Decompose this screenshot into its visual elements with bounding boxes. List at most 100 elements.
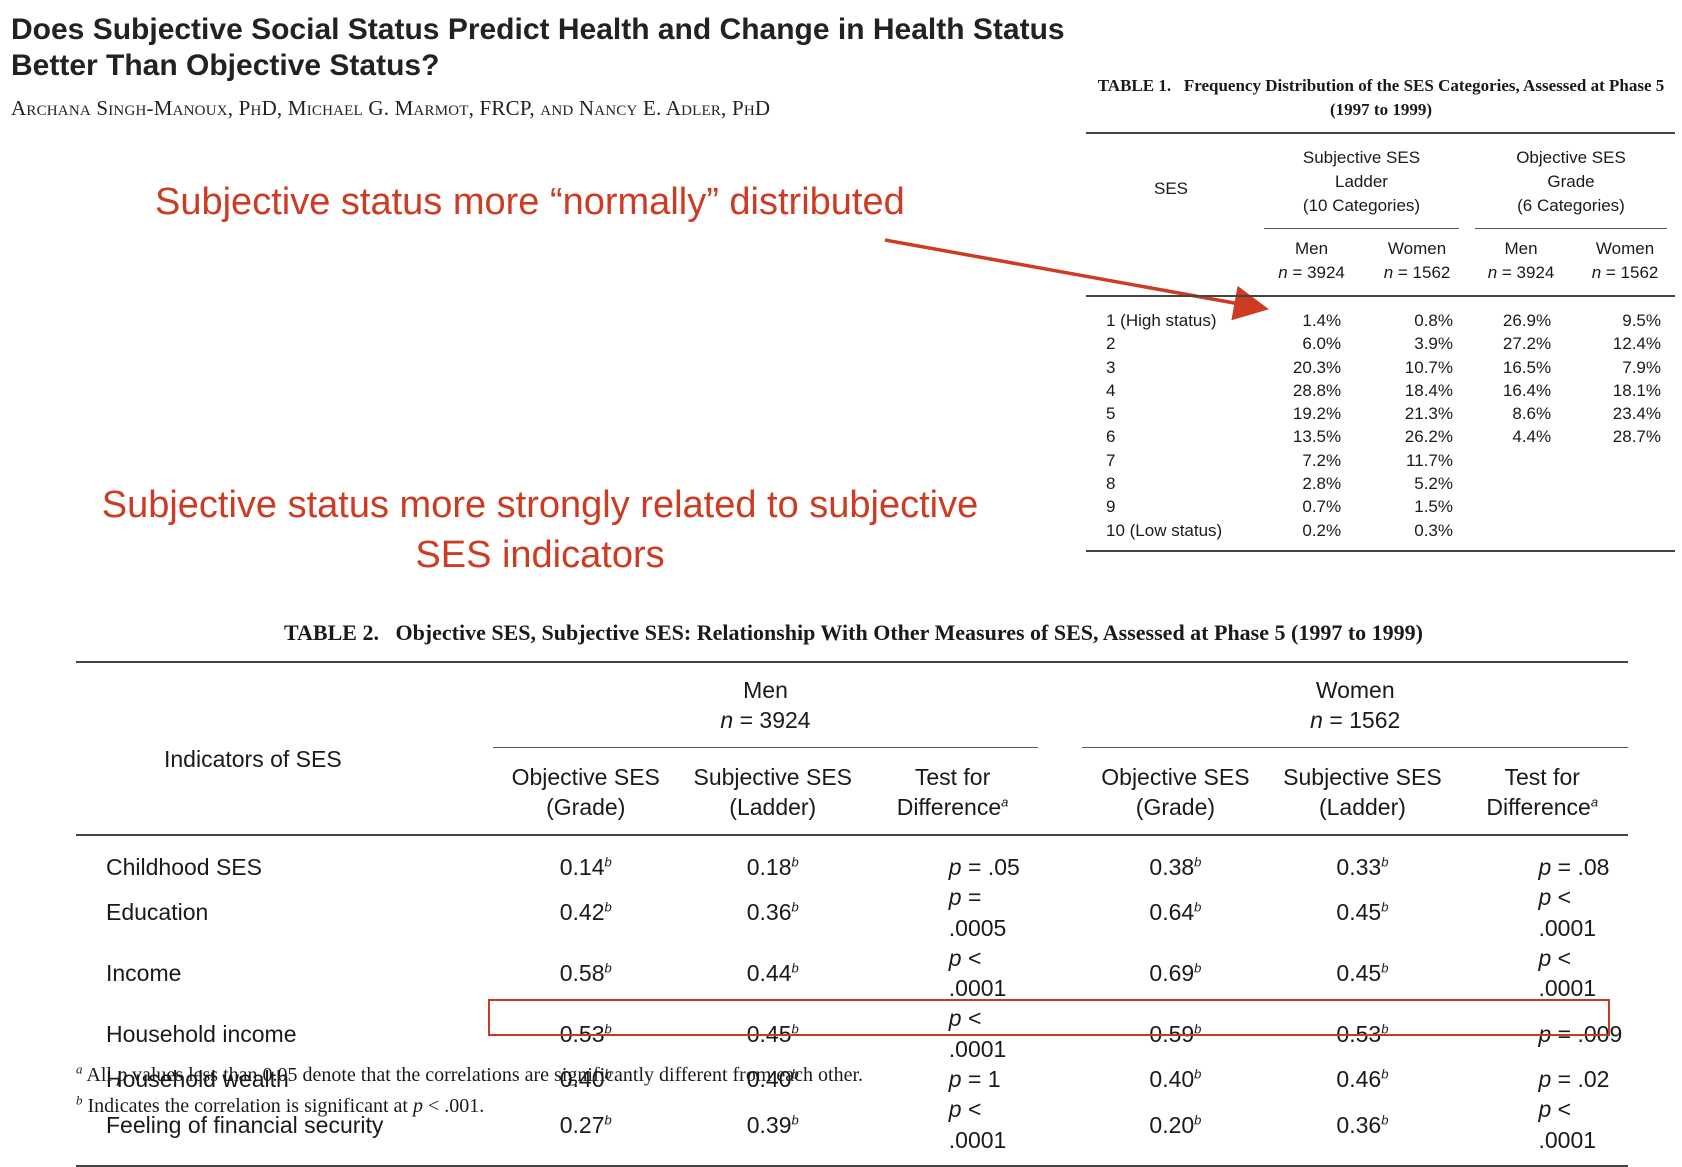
table1-cell-ses: 7: [1106, 450, 1116, 470]
table1-cell-subj-men: 13.5%: [1292, 427, 1342, 447]
table2-cell-men-test: p = .0005: [948, 884, 1007, 941]
table2-row: Household income 0.53b 0.45b p < .0001 0.59b…: [76, 1003, 1628, 1064]
table1-cell-obj-men: 8.6%: [1512, 404, 1552, 424]
footnote-b: b Indicates the correlation is significa…: [76, 1092, 485, 1117]
table1-cell-subj-men: 19.2%: [1292, 404, 1342, 424]
table2-body: Childhood SES 0.14b 0.18b p = .05 0.38b 0.33b…: [76, 835, 1628, 1166]
table1-cell-obj-men: 27.2%: [1502, 334, 1552, 354]
table1-cell-obj-women: 23.4%: [1612, 404, 1661, 424]
table1-row: 5 19.2% 21.3% 8.6% 23.4%: [1086, 402, 1675, 425]
table1-cell-ses: 4: [1106, 380, 1116, 400]
table1-row: 9 0.7% 1.5%: [1086, 495, 1675, 518]
table1-cell-ses: 8: [1106, 474, 1116, 494]
table1-cell-obj-women: 18.1%: [1612, 380, 1661, 400]
table1-cell-obj-women: [1575, 472, 1675, 495]
table2-col-men-test: Test for Differencea: [896, 764, 1009, 820]
table1-cell-ses: 10 (Low status): [1106, 520, 1223, 540]
paper-authors: Archana Singh-Manoux, PhD, Michael G. Ma…: [11, 96, 771, 120]
table2-cell-women-subj: 0.53b: [1336, 1020, 1389, 1047]
table1-body: 1 (High status) 1.4% 0.8% 26.9% 9.5% 2 6.0% 3.9…: [1086, 296, 1675, 551]
table1-cell-obj-men: 26.9%: [1502, 311, 1552, 330]
table1-cell-obj-women: 12.4%: [1612, 334, 1661, 354]
annotation-subjective-indicators: Subjective status more strongly related …: [101, 484, 979, 576]
table2-women-group: Women n = 1562: [1310, 677, 1401, 733]
table1-cell-obj-women: 9.5%: [1622, 311, 1661, 330]
table2-cell-men-subj: 0.44b: [746, 960, 799, 987]
table2-cell-men-obj: 0.53b: [559, 1020, 612, 1047]
table1-ses-header: SES: [1153, 178, 1189, 198]
table1-col-subj-women: Women n = 1562: [1383, 239, 1451, 282]
table1-row: 6 13.5% 26.2% 4.4% 28.7%: [1086, 425, 1675, 448]
table2-cell-women-obj: 0.20b: [1149, 1111, 1202, 1138]
table1-cell-subj-women: 11.7%: [1406, 450, 1453, 470]
table2-cell-men-subj: 0.40b: [746, 1066, 799, 1093]
table2-caption-text: Objective SES, Subjective SES: Relations…: [395, 620, 1423, 645]
table1-cell-subj-men: 1.4%: [1302, 311, 1342, 330]
table2-row: Childhood SES 0.14b 0.18b p = .05 0.38b 0.33b…: [76, 852, 1628, 882]
table2-cell-women-test: p < .0001: [1538, 1096, 1597, 1153]
table1-row: 10 (Low status) 0.2% 0.3%: [1086, 519, 1675, 551]
table1-row: 8 2.8% 5.2%: [1086, 472, 1675, 495]
table1-caption: TABLE 1. Frequency Distribution of the S…: [1086, 74, 1676, 122]
table1-cell-obj-men: 16.4%: [1502, 380, 1552, 400]
table2-cell-men-test: p = .05: [948, 854, 1020, 880]
table1-cell-subj-women: 21.3%: [1404, 404, 1453, 424]
footnote-a: a All p values less than 0.05 denote tha…: [76, 1061, 864, 1086]
table1-cell-subj-women: 26.2%: [1404, 427, 1453, 447]
table1-group-subjective: Subjective SES Ladder (10 Categories): [1302, 148, 1421, 215]
table2-cell-men-test: p < .0001: [948, 1005, 1007, 1062]
table2-cell-women-test: p = .02: [1538, 1066, 1610, 1093]
table2-cell-women-obj: 0.40b: [1149, 1066, 1202, 1093]
table2-cell-women-obj: 0.64b: [1149, 899, 1202, 926]
table2-men-group: Men n = 3924: [720, 677, 811, 733]
table1-row: 1 (High status) 1.4% 0.8% 26.9% 9.5%: [1086, 309, 1675, 332]
table1-cell-obj-women: [1575, 449, 1675, 472]
table1-cell-obj-men: [1467, 495, 1575, 518]
table2-cell-women-subj: 0.36b: [1336, 1111, 1389, 1138]
table2-cell-indicator: Household income: [106, 1020, 297, 1047]
table2-row: Feeling of financial security 0.27b 0.39b p…: [76, 1094, 1628, 1166]
financial-security-highlight-box: [488, 999, 1610, 1036]
table1-cell-obj-men: [1467, 472, 1575, 495]
table2-cell-women-obj: 0.69b: [1149, 960, 1202, 987]
table1-cell-ses: 6: [1106, 427, 1116, 447]
table1-row: 2 6.0% 3.9% 27.2% 12.4%: [1086, 332, 1675, 355]
table2-cell-women-obj: 0.38b: [1149, 854, 1202, 880]
table2-cell-men-subj: 0.45b: [746, 1020, 799, 1047]
table1-col-obj-men: Men n = 3924: [1487, 239, 1555, 282]
table2-caption: TABLE 2. Objective SES, Subjective SES: …: [76, 620, 1631, 646]
table1-cell-ses: 5: [1106, 404, 1116, 424]
table1: SES Subjective SES Ladder (10 Categories…: [1086, 132, 1675, 552]
table1-row: 7 7.2% 11.7%: [1086, 449, 1675, 472]
table1-col-subj-men: Men n = 3924: [1278, 239, 1345, 282]
paper-title: Does Subjective Social Status Predict He…: [11, 13, 1065, 82]
table2-cell-men-obj: 0.27b: [559, 1111, 612, 1138]
table2-cell-men-obj: 0.40b: [559, 1066, 612, 1093]
table1-cell-subj-women: 0.3%: [1414, 520, 1453, 540]
table2-cell-women-subj: 0.45b: [1336, 899, 1389, 926]
table1-cell-subj-women: 18.4%: [1404, 380, 1453, 400]
annotation-normal-distribution: Subjective status more “normally” distri…: [155, 181, 905, 223]
table2-cell-men-obj: 0.58b: [559, 960, 612, 987]
table2-col-men-obj: Objective SES (Grade): [511, 764, 660, 820]
table2-col-men-subj: Subjective SES (Ladder): [693, 764, 853, 820]
table2-cell-men-test: p < .0001: [948, 944, 1007, 1002]
table1-caption-label: TABLE 1.: [1097, 76, 1172, 95]
table2-cell-women-test: p = .08: [1538, 854, 1610, 880]
table1-row: 3 20.3% 10.7% 16.5% 7.9%: [1086, 356, 1675, 379]
table1-cell-obj-men: 4.4%: [1512, 427, 1552, 447]
table2-cell-women-subj: 0.46b: [1336, 1066, 1389, 1093]
table1-cell-subj-men: 28.8%: [1292, 380, 1342, 400]
table1-cell-subj-women: 0.8%: [1414, 311, 1453, 330]
table1-cell-subj-women: 5.2%: [1414, 474, 1453, 494]
table2-cell-women-obj: 0.59b: [1149, 1020, 1202, 1047]
table2-cell-men-subj: 0.36b: [746, 899, 799, 926]
table2-cell-women-subj: 0.33b: [1336, 854, 1389, 880]
table2-cell-men-obj: 0.42b: [559, 899, 612, 926]
table1-cell-subj-women: 3.9%: [1414, 334, 1453, 354]
table2-cell-men-subj: 0.18b: [746, 854, 799, 880]
table2-caption-label: TABLE 2.: [284, 620, 379, 645]
table2-col-women-subj: Subjective SES (Ladder): [1283, 764, 1442, 820]
table1-col-obj-women: Women n = 1562: [1591, 239, 1659, 282]
table2-cell-women-test: p < .0001: [1538, 884, 1597, 941]
